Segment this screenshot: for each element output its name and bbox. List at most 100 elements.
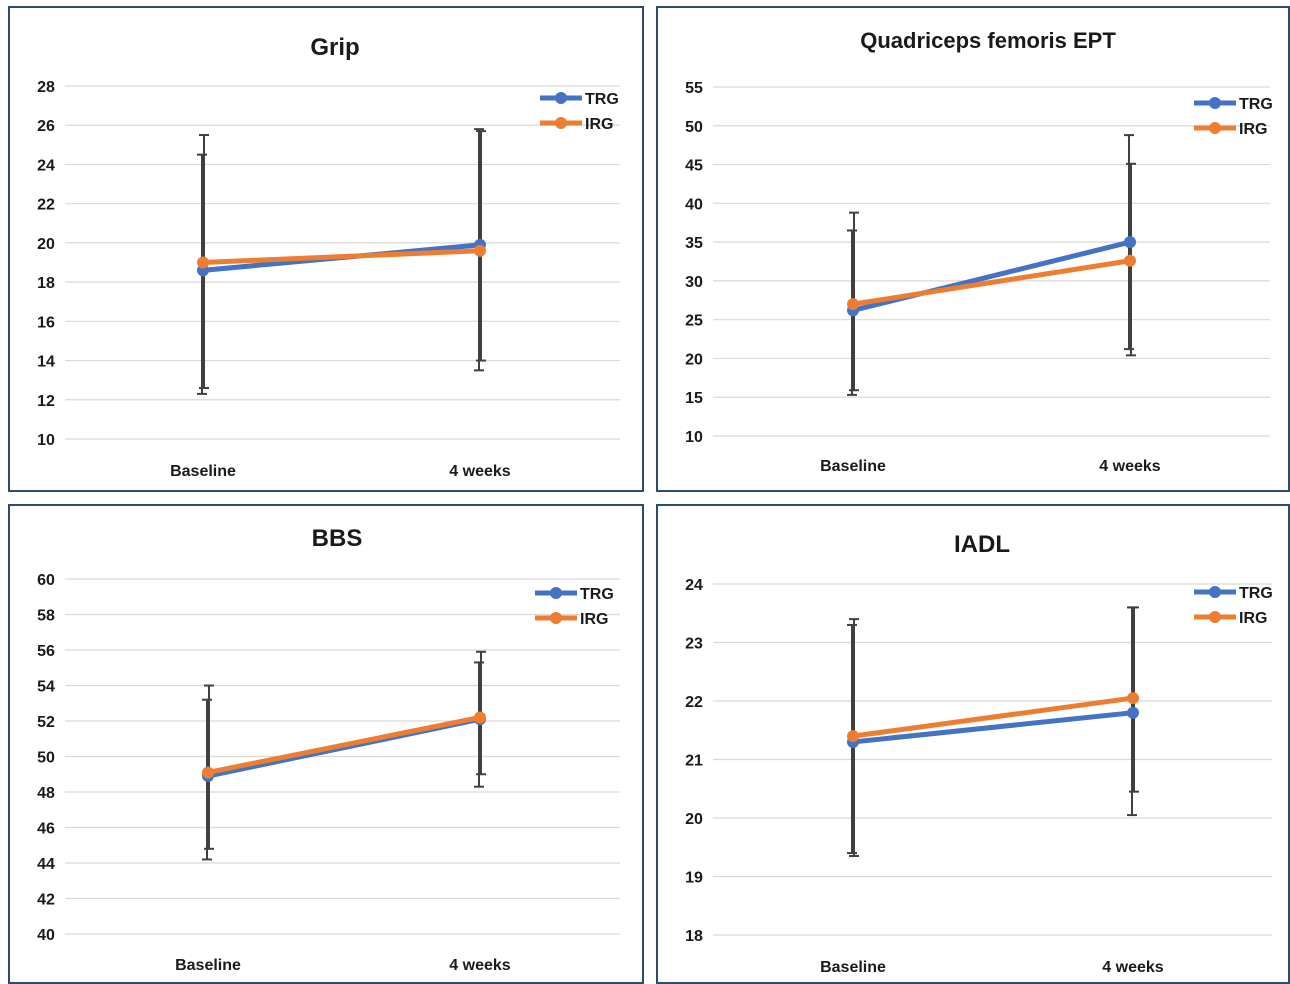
y-axis: 10 15 20 25 30 35 40 45 50 55 bbox=[685, 80, 703, 446]
legend-marker bbox=[1209, 611, 1221, 623]
y-tick-label: 30 bbox=[685, 274, 703, 291]
data-point bbox=[1124, 236, 1136, 249]
y-tick-label: 15 bbox=[685, 390, 703, 407]
y-tick-label: 54 bbox=[37, 679, 55, 696]
y-tick-label: 20 bbox=[685, 811, 703, 828]
y-tick-label: 20 bbox=[685, 351, 703, 368]
legend-marker bbox=[1209, 122, 1221, 134]
y-tick-label: 10 bbox=[685, 429, 703, 446]
chart-title: Grip bbox=[310, 34, 359, 61]
chart-panel-quadriceps: Quadriceps femoris EPT 10 15 20 25 30 35 40 45 5… bbox=[656, 6, 1290, 492]
y-tick-label: 52 bbox=[37, 714, 55, 731]
gridlines bbox=[713, 86, 1270, 437]
y-tick-label: 18 bbox=[37, 275, 55, 292]
y-tick-label: 48 bbox=[37, 785, 55, 802]
legend: TRG IRG bbox=[535, 586, 614, 628]
y-tick-label: 25 bbox=[685, 313, 703, 330]
y-tick-label: 55 bbox=[685, 80, 703, 97]
legend-marker bbox=[550, 612, 562, 624]
legend-marker bbox=[1209, 97, 1221, 109]
series-line bbox=[850, 695, 1136, 739]
x-tick-label: 4 weeks bbox=[449, 463, 510, 480]
series-irg bbox=[202, 711, 486, 779]
legend-label: IRG bbox=[580, 611, 608, 628]
chart-title: BBS bbox=[312, 525, 363, 552]
y-tick-label: 35 bbox=[685, 235, 703, 252]
y-axis: 10 12 14 16 18 20 22 24 26 28 bbox=[37, 79, 55, 449]
y-tick-label: 22 bbox=[685, 694, 703, 711]
x-axis: Baseline 4 weeks bbox=[820, 959, 1164, 976]
legend-label: TRG bbox=[1239, 585, 1273, 602]
y-tick-label: 60 bbox=[37, 572, 55, 589]
gridlines bbox=[713, 583, 1272, 936]
legend-label: IRG bbox=[585, 116, 613, 133]
y-tick-label: 40 bbox=[37, 927, 55, 944]
series-line bbox=[850, 710, 1136, 745]
data-point bbox=[197, 256, 209, 269]
data-point bbox=[847, 730, 859, 743]
gridlines bbox=[65, 85, 620, 440]
series-line bbox=[200, 248, 483, 265]
data-point bbox=[1124, 254, 1136, 267]
legend: TRG IRG bbox=[1194, 96, 1273, 138]
data-point bbox=[847, 298, 859, 311]
legend-label: TRG bbox=[585, 91, 619, 108]
y-tick-label: 24 bbox=[685, 577, 703, 594]
chart-panel-bbs: BBS 40 42 44 46 48 50 52 54 56 58 60 Baseline 4 week… bbox=[8, 504, 644, 984]
y-tick-label: 10 bbox=[37, 432, 55, 449]
x-tick-label: Baseline bbox=[820, 959, 886, 976]
x-axis: Baseline 4 weeks bbox=[820, 458, 1161, 475]
chart-title: Quadriceps femoris EPT bbox=[860, 28, 1116, 53]
y-tick-label: 24 bbox=[37, 157, 55, 174]
legend-marker bbox=[555, 117, 567, 129]
y-tick-label: 46 bbox=[37, 821, 55, 838]
chart-iadl: IADL 18 19 20 21 22 23 24 Baseline 4 weeks TRG IRG bbox=[685, 531, 1273, 976]
data-point bbox=[1127, 706, 1139, 719]
legend-marker bbox=[550, 587, 562, 599]
x-tick-label: 4 weeks bbox=[1102, 959, 1163, 976]
y-tick-label: 40 bbox=[685, 196, 703, 213]
series-trg bbox=[847, 236, 1136, 317]
error-bars bbox=[202, 650, 486, 861]
legend-label: TRG bbox=[1239, 96, 1273, 113]
y-axis: 40 42 44 46 48 50 52 54 56 58 60 bbox=[37, 572, 55, 944]
series-irg bbox=[847, 254, 1136, 311]
legend: TRG IRG bbox=[1194, 585, 1273, 627]
chart-bbs: BBS 40 42 44 46 48 50 52 54 56 58 60 Baseline 4 week… bbox=[37, 525, 620, 974]
y-tick-label: 22 bbox=[37, 197, 55, 214]
y-tick-label: 28 bbox=[37, 79, 55, 96]
data-point bbox=[1127, 692, 1139, 705]
legend: TRG IRG bbox=[540, 91, 619, 133]
series-line bbox=[205, 714, 483, 775]
x-tick-label: Baseline bbox=[175, 957, 241, 974]
y-axis: 18 19 20 21 22 23 24 bbox=[685, 577, 703, 945]
legend-label: IRG bbox=[1239, 610, 1267, 627]
chart-title: IADL bbox=[954, 531, 1010, 558]
x-axis: Baseline 4 weeks bbox=[175, 957, 511, 974]
y-tick-label: 14 bbox=[37, 354, 55, 371]
y-tick-label: 21 bbox=[685, 753, 703, 770]
y-tick-label: 26 bbox=[37, 118, 55, 135]
y-tick-label: 50 bbox=[685, 119, 703, 136]
chart-quadriceps: Quadriceps femoris EPT 10 15 20 25 30 35 40 45 5… bbox=[685, 28, 1273, 475]
chart-panel-grip: Grip 10 12 14 16 18 20 22 24 26 28 Baseline 4 weeks… bbox=[8, 6, 644, 492]
y-tick-label: 16 bbox=[37, 314, 55, 331]
chart-grip: Grip 10 12 14 16 18 20 22 24 26 28 Baseline 4 weeks… bbox=[37, 34, 620, 480]
y-tick-label: 45 bbox=[685, 158, 703, 175]
series-line bbox=[850, 258, 1133, 307]
y-tick-label: 23 bbox=[685, 636, 703, 653]
y-tick-label: 42 bbox=[37, 892, 55, 909]
x-tick-label: 4 weeks bbox=[1099, 458, 1160, 475]
x-tick-label: Baseline bbox=[170, 463, 236, 480]
series-trg bbox=[847, 706, 1139, 748]
data-point bbox=[202, 766, 214, 779]
data-point bbox=[474, 711, 486, 724]
y-tick-label: 19 bbox=[685, 870, 703, 887]
legend-label: TRG bbox=[580, 586, 614, 603]
y-tick-label: 18 bbox=[685, 928, 703, 945]
legend-marker bbox=[555, 92, 567, 104]
x-tick-label: Baseline bbox=[820, 458, 886, 475]
y-tick-label: 50 bbox=[37, 750, 55, 767]
series-irg bbox=[847, 692, 1139, 743]
data-point bbox=[474, 244, 486, 257]
